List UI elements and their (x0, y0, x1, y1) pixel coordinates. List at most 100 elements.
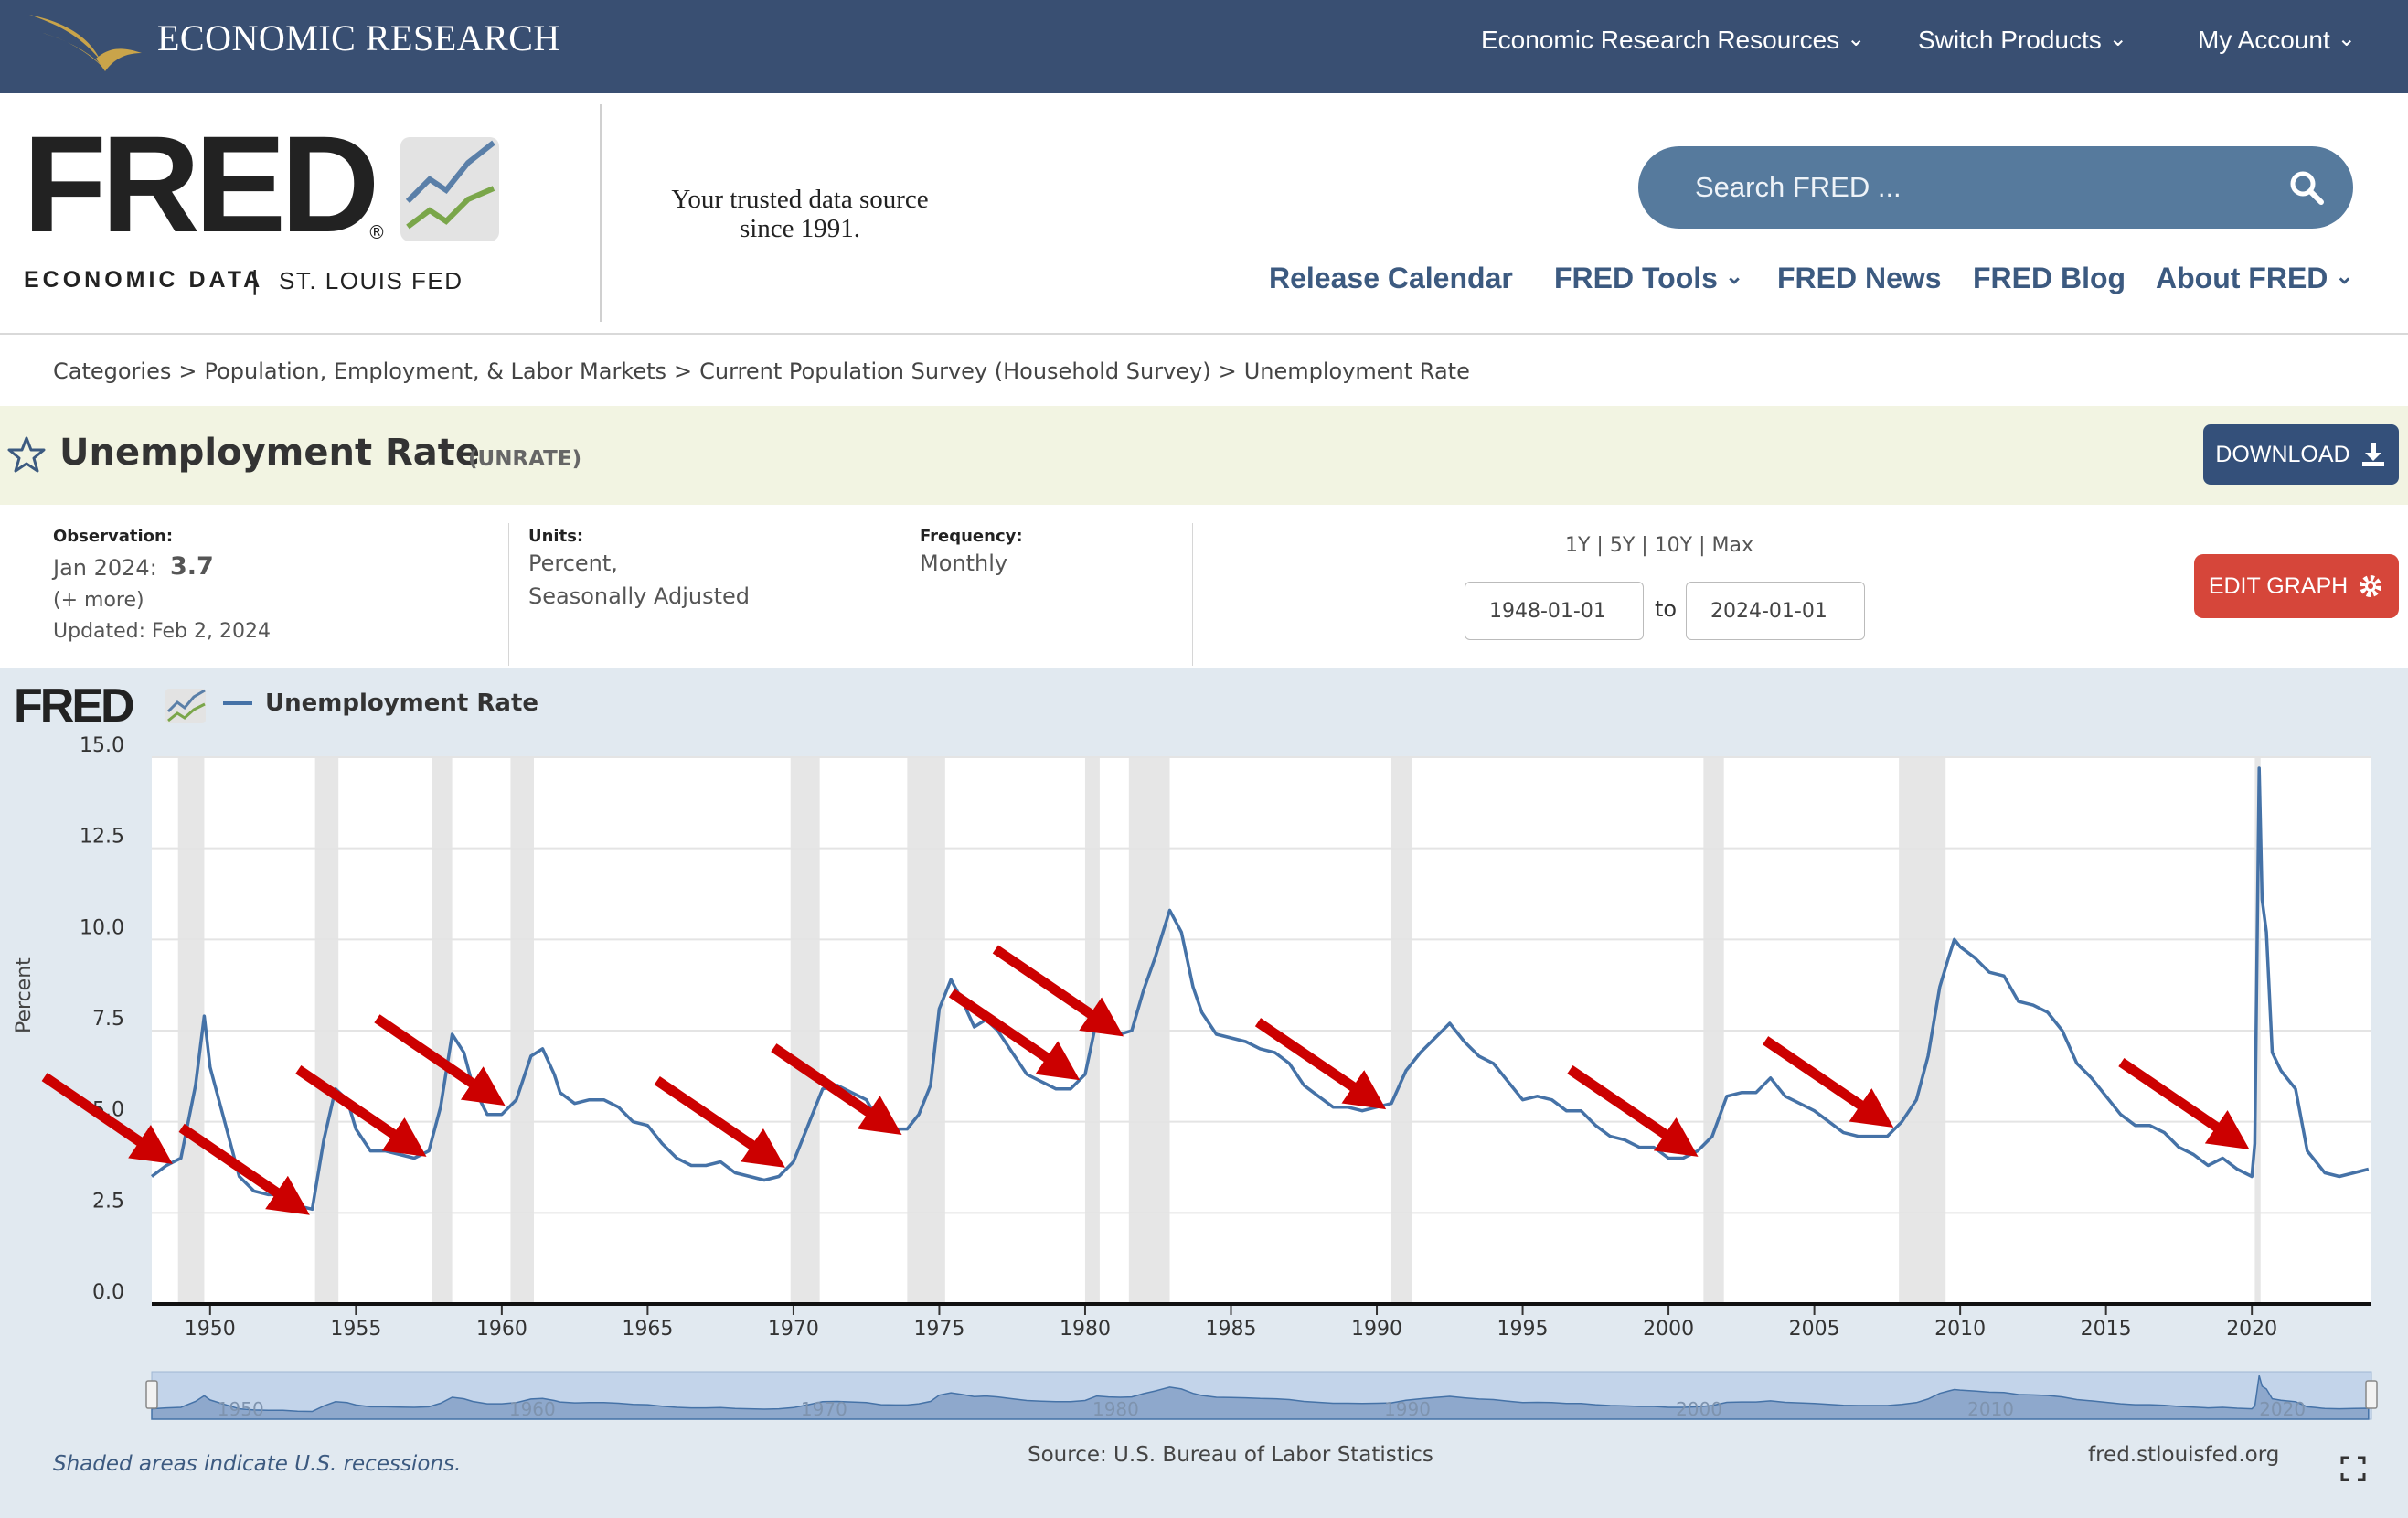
series-title-band: Unemployment Rate (UNRATE) DOWNLOAD (0, 406, 2408, 505)
chevron-down-icon: ⌄ (2108, 26, 2127, 51)
range-link-max[interactable]: Max (1711, 534, 1754, 557)
x-tick-label: 2010 (1934, 1318, 1986, 1341)
x-tick-label: 1985 (1205, 1318, 1256, 1341)
x-tick-label: 1960 (476, 1318, 527, 1341)
download-button[interactable]: DOWNLOAD (2203, 424, 2399, 485)
source-text: Source: U.S. Bureau of Labor Statistics (1028, 1443, 1433, 1467)
x-tick-label: 1970 (768, 1318, 819, 1341)
header-divider (600, 104, 602, 322)
navigator-label: 1980 (1092, 1398, 1139, 1420)
series-line-unemployment-rate (150, 766, 2370, 1212)
breadcrumb-link-categories[interactable]: Categories (53, 358, 172, 384)
observation-date: Jan 2024: (53, 555, 157, 581)
chevron-down-icon: ⌄ (1724, 264, 1744, 289)
economic-research-brand[interactable]: ECONOMIC RESEARCH (157, 17, 560, 59)
recession-arrow (41, 1072, 173, 1164)
chevron-down-icon: ⌄ (1847, 26, 1866, 51)
topnav-label: My Account (2198, 26, 2330, 54)
x-tick-label: 2000 (1643, 1318, 1694, 1341)
topnav-my-account[interactable]: My Account ⌄ (2198, 26, 2356, 55)
gear-icon (2360, 575, 2382, 597)
economic-data-label: ECONOMIC DATA (24, 267, 264, 293)
tagline-line: Your trusted data source (671, 185, 929, 214)
breadcrumb: Categories > Population, Employment, & Lab… (53, 358, 1470, 384)
recession-arrow (374, 1014, 506, 1106)
y-tick-label: 12.5 (80, 826, 124, 849)
observation-value: 3.7 (170, 552, 214, 581)
x-tick-label: 1995 (1497, 1318, 1549, 1341)
chart-legend[interactable]: Unemployment Rate (223, 690, 538, 717)
recession-arrow (771, 1043, 902, 1136)
x-tick-label: 1955 (330, 1318, 381, 1341)
breadcrumb-current: Unemployment Rate (1243, 358, 1470, 384)
recession-arrow (2118, 1058, 2250, 1149)
registered-mark: ® (368, 221, 386, 243)
units-label: Units: (528, 527, 584, 546)
breadcrumb-separator: > (178, 358, 197, 384)
topnav-label: Switch Products (1918, 26, 2102, 54)
date-from-input[interactable]: 1948-01-01 (1465, 582, 1644, 640)
range-link-1y[interactable]: 1Y (1565, 534, 1591, 557)
range-link-10y[interactable]: 10Y (1654, 534, 1693, 557)
breadcrumb-separator: > (674, 358, 693, 384)
tagline: Your trusted data source since 1991. (603, 185, 996, 243)
navigator-label: 1950 (218, 1398, 264, 1420)
st-louis-fed-label: ST. LOUIS FED (279, 267, 463, 294)
y-tick-label: 7.5 (92, 1008, 124, 1031)
x-tick-label: 2015 (2081, 1318, 2132, 1341)
chart-fred-logo: FRED (14, 679, 135, 732)
fullscreen-icon[interactable] (2340, 1456, 2366, 1481)
navigator-handle[interactable] (2365, 1380, 2378, 1409)
more-observations-link[interactable]: (+ more) (53, 589, 144, 612)
topnav-switch-products[interactable]: Switch Products ⌄ (1918, 26, 2127, 55)
nav-fred-tools[interactable]: FRED Tools ⌄ (1554, 262, 1743, 295)
navigator-label: 2020 (2259, 1398, 2306, 1420)
range-link-5y[interactable]: 5Y (1609, 534, 1636, 557)
nav-fred-blog[interactable]: FRED Blog (1973, 262, 2126, 295)
search-input[interactable] (1693, 163, 2245, 212)
navigator-handle[interactable] (145, 1380, 158, 1409)
chart-logo-icon (165, 689, 206, 723)
star-favorite-icon[interactable] (7, 435, 46, 474)
recession-arrow (178, 1123, 310, 1215)
recession-arrow (1254, 1018, 1387, 1110)
breadcrumb-link-population[interactable]: Population, Employment, & Labor Markets (204, 358, 667, 384)
recession-note: Shaded areas indicate U.S. recessions. (53, 1452, 462, 1476)
nav-label: About FRED (2156, 262, 2328, 294)
nav-label: FRED News (1777, 262, 1942, 294)
topnav-economic-research-resources[interactable]: Economic Research Resources ⌄ (1481, 26, 1865, 55)
nav-fred-news[interactable]: FRED News (1777, 262, 1942, 295)
navigator-series-area (151, 1375, 2370, 1420)
fred-url-link[interactable]: fred.stlouisfed.org (2088, 1443, 2280, 1467)
units-value: Percent, (528, 551, 618, 576)
edit-graph-label: EDIT GRAPH (2208, 572, 2349, 599)
navigator-label: 1970 (801, 1398, 847, 1420)
x-tick-label: 1980 (1060, 1318, 1111, 1341)
tagline-line: since 1991. (739, 214, 861, 243)
x-tick-label: 1965 (622, 1318, 673, 1341)
range-links: 1Y | 5Y | 10Y | Max (1565, 534, 1754, 557)
x-tick-label: 1975 (913, 1318, 964, 1341)
edit-graph-button[interactable]: EDIT GRAPH (2194, 554, 2399, 618)
search-bar (1638, 146, 2353, 229)
nav-release-calendar[interactable]: Release Calendar (1269, 262, 1513, 295)
site-header: FRED ® ECONOMIC DATA | ST. LOUIS FED You… (0, 93, 2408, 335)
y-tick-label: 15.0 (80, 734, 124, 757)
date-to-input[interactable]: 2024-01-01 (1686, 582, 1865, 640)
eagle-logo-icon[interactable] (27, 5, 146, 79)
nav-label: FRED Tools (1554, 262, 1718, 294)
download-icon (2361, 443, 2384, 466)
breadcrumb-separator: > (1218, 358, 1237, 384)
search-icon[interactable] (2287, 168, 2326, 207)
x-tick-label: 2005 (1789, 1318, 1840, 1341)
x-tick-label: 1950 (185, 1318, 236, 1341)
nav-about-fred[interactable]: About FRED ⌄ (2156, 262, 2354, 295)
y-tick-label: 2.5 (92, 1190, 124, 1213)
logo-divider: | (250, 265, 260, 295)
frequency-value: Monthly (920, 551, 1008, 576)
fred-logo[interactable]: FRED (23, 107, 379, 261)
nav-label: Release Calendar (1269, 262, 1513, 294)
y-tick-label: 0.0 (92, 1281, 124, 1304)
breadcrumb-link-cps[interactable]: Current Population Survey (Household Sur… (699, 358, 1211, 384)
